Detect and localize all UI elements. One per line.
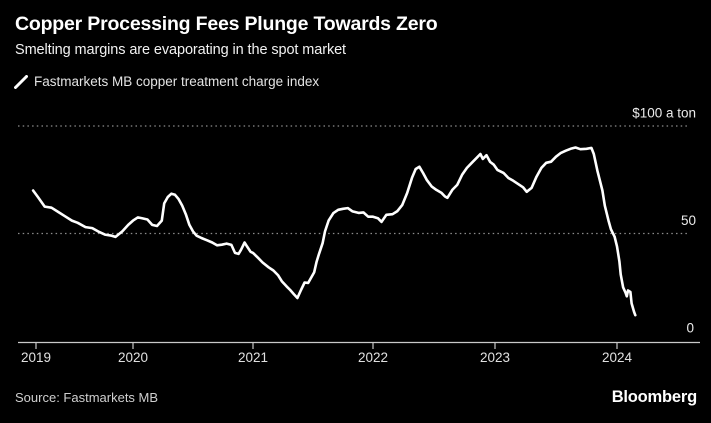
y-axis-label: $100 a ton xyxy=(632,106,696,121)
x-tick-group: 2019 xyxy=(21,343,51,365)
data-line xyxy=(31,146,637,317)
y-axis-label: 0 xyxy=(686,321,694,336)
x-tick-group: 2023 xyxy=(480,343,510,365)
x-tick-group: 2024 xyxy=(602,343,633,365)
x-tick-label: 2023 xyxy=(480,350,510,365)
legend: Fastmarkets MB copper treatment charge i… xyxy=(14,74,319,89)
x-tick-label: 2024 xyxy=(602,350,633,365)
y-axis-label: 50 xyxy=(681,213,696,228)
source-note: Source: Fastmarkets MB xyxy=(15,390,159,405)
x-tick-group: 2021 xyxy=(238,343,268,365)
legend-series-label: Fastmarkets MB copper treatment charge i… xyxy=(34,74,320,89)
x-tick-group: 2020 xyxy=(118,343,148,365)
x-tick-group: 2022 xyxy=(358,343,388,365)
chart-title: Copper Processing Fees Plunge Towards Ze… xyxy=(15,13,438,35)
bloomberg-logo: Bloomberg xyxy=(611,388,697,406)
x-tick-label: 2020 xyxy=(118,350,148,365)
chart-subtitle: Smelting margins are evaporating in the … xyxy=(15,42,346,58)
line-series-swatch-icon xyxy=(14,74,28,89)
x-tick-label: 2022 xyxy=(358,350,388,365)
x-tick-label: 2021 xyxy=(238,350,268,365)
x-tick-label: 2019 xyxy=(21,350,51,365)
